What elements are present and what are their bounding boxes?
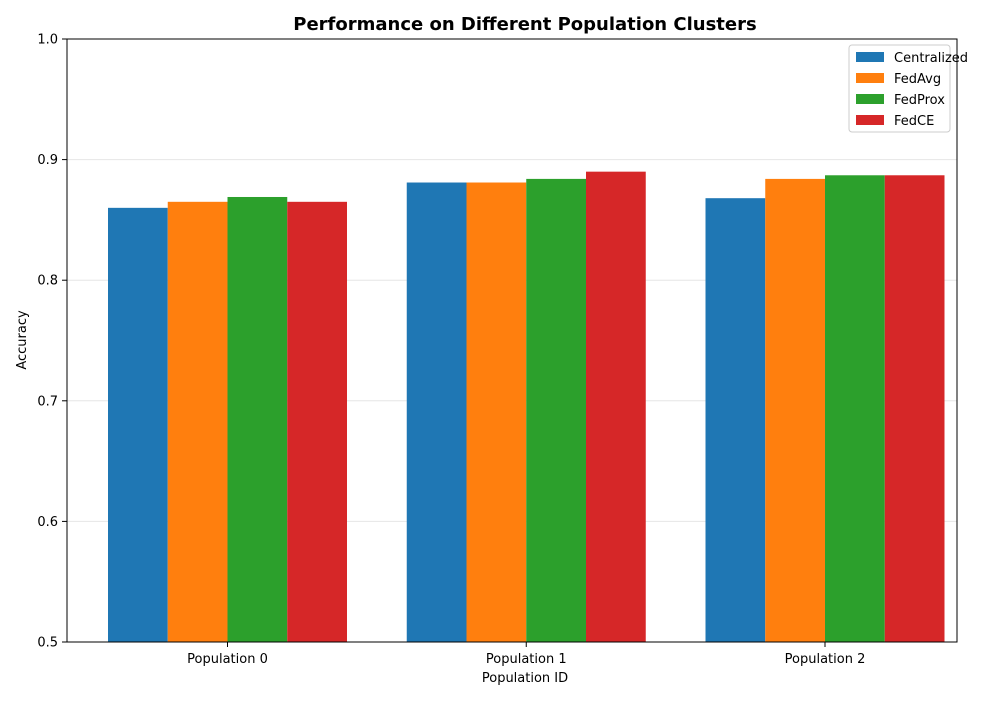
legend-label-fedce: FedCE xyxy=(894,114,934,129)
y-tick-label: 0.9 xyxy=(37,153,58,168)
legend: Centralized FedAvg FedProx FedCE xyxy=(848,44,968,133)
bar-fedavg-1 xyxy=(466,182,527,642)
bars xyxy=(108,171,945,642)
chart-title: Performance on Different Population Clus… xyxy=(293,14,756,35)
bar-centralized-2 xyxy=(705,198,766,642)
y-axis-label: Accuracy xyxy=(15,310,30,370)
y-tick-label: 0.7 xyxy=(37,394,58,409)
legend-swatch-centralized xyxy=(856,52,884,62)
y-tick-label: 0.5 xyxy=(37,636,58,651)
bar-centralized-0 xyxy=(108,207,168,642)
legend-swatch-fedce xyxy=(856,115,884,125)
bar-fedce-1 xyxy=(586,171,646,642)
y-tick-label: 0.6 xyxy=(37,515,58,530)
bar-fedce-0 xyxy=(287,201,347,642)
bar-fedprox-2 xyxy=(825,175,885,642)
x-tick-label: Population 2 xyxy=(785,652,866,667)
axes xyxy=(62,38,958,647)
tick-labels: 0.5 0.6 0.7 0.8 0.9 1.0 Population 0 Population… xyxy=(37,33,865,668)
bar-fedce-2 xyxy=(884,175,945,642)
plot-frame xyxy=(66,38,958,643)
legend-swatch-fedavg xyxy=(856,73,884,83)
x-tick-label: Population 1 xyxy=(486,652,567,667)
bar-fedprox-0 xyxy=(227,196,288,642)
y-tick-label: 1.0 xyxy=(37,33,58,48)
x-axis-label: Population ID xyxy=(482,671,568,686)
legend-swatch-fedprox xyxy=(856,94,884,104)
x-tick-label: Population 0 xyxy=(187,652,268,667)
bar-fedprox-1 xyxy=(526,178,586,642)
legend-label-fedprox: FedProx xyxy=(894,93,945,108)
legend-box xyxy=(848,44,951,133)
bar-fedavg-0 xyxy=(167,201,228,642)
bar-centralized-1 xyxy=(406,182,467,642)
legend-label-centralized: Centralized xyxy=(894,51,968,66)
bar-fedavg-2 xyxy=(765,178,825,642)
y-tick-label: 0.8 xyxy=(37,274,58,289)
legend-label-fedavg: FedAvg xyxy=(894,72,941,87)
